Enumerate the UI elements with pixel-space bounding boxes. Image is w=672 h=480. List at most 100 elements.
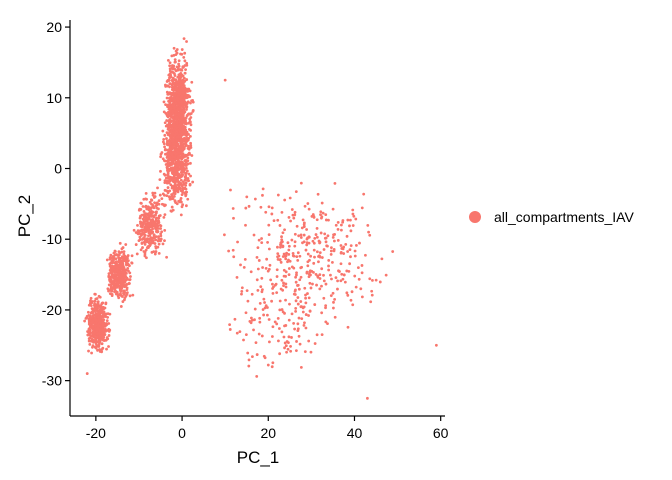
scatter-point bbox=[165, 167, 169, 170]
scatter-point bbox=[171, 66, 175, 70]
scatter-point bbox=[163, 228, 167, 232]
scatter-point bbox=[88, 325, 92, 329]
scatter-point bbox=[163, 179, 167, 183]
scatter-point bbox=[186, 153, 190, 157]
scatter-point bbox=[94, 345, 98, 349]
scatter-point bbox=[295, 273, 298, 277]
scatter-point bbox=[121, 257, 125, 260]
scatter-point bbox=[268, 263, 272, 267]
scatter-point bbox=[151, 191, 155, 195]
scatter-point bbox=[105, 347, 108, 351]
scatter-point bbox=[149, 225, 153, 228]
scatter-point bbox=[162, 172, 166, 176]
scatter-point bbox=[164, 176, 168, 180]
scatter-point bbox=[90, 351, 93, 355]
scatter-point bbox=[255, 353, 259, 356]
scatter-point bbox=[255, 374, 259, 378]
scatter-point bbox=[248, 320, 252, 323]
scatter-point bbox=[187, 147, 191, 151]
scatter-point bbox=[185, 61, 189, 65]
scatter-point bbox=[107, 289, 110, 293]
scatter-point bbox=[294, 309, 298, 313]
scatter-point bbox=[94, 318, 98, 322]
scatter-point bbox=[180, 193, 184, 197]
scatter-point bbox=[278, 352, 282, 356]
scatter-point bbox=[156, 186, 159, 190]
scatter-point bbox=[371, 279, 374, 282]
scatter-point bbox=[159, 227, 163, 230]
scatter-point bbox=[141, 246, 144, 249]
scatter-point bbox=[260, 241, 264, 245]
scatter-point bbox=[262, 313, 266, 317]
scatter-point bbox=[170, 96, 174, 100]
scatter-point bbox=[172, 82, 176, 85]
scatter-point bbox=[89, 334, 93, 337]
scatter-point bbox=[313, 303, 317, 306]
scatter-point bbox=[276, 218, 280, 222]
scatter-point bbox=[115, 292, 119, 295]
scatter-point bbox=[159, 155, 163, 159]
scatter-point bbox=[370, 289, 374, 293]
scatter-point bbox=[109, 288, 112, 291]
scatter-point bbox=[167, 195, 171, 198]
scatter-point bbox=[186, 156, 190, 160]
scatter-point bbox=[171, 139, 175, 143]
scatter-point bbox=[346, 293, 350, 297]
scatter-point bbox=[123, 278, 126, 282]
scatter-point bbox=[307, 235, 311, 239]
y-tick-label: 20 bbox=[46, 19, 62, 35]
scatter-point bbox=[159, 234, 163, 238]
scatter-point bbox=[343, 280, 347, 284]
scatter-point bbox=[92, 307, 96, 311]
scatter-point bbox=[141, 205, 145, 208]
scatter-point bbox=[177, 113, 181, 116]
scatter-point bbox=[142, 250, 146, 253]
scatter-point bbox=[316, 192, 320, 196]
scatter-point bbox=[317, 260, 320, 264]
scatter-point bbox=[293, 240, 297, 244]
scatter-point bbox=[97, 345, 101, 348]
scatter-point bbox=[314, 233, 318, 236]
scatter-point bbox=[151, 221, 155, 225]
scatter-point bbox=[131, 293, 135, 297]
scatter-point bbox=[85, 314, 89, 318]
scatter-point bbox=[119, 292, 122, 295]
scatter-point bbox=[271, 335, 274, 338]
scatter-point bbox=[267, 223, 271, 227]
scatter-point bbox=[261, 266, 264, 269]
scatter-point bbox=[151, 203, 155, 207]
scatter-point bbox=[250, 318, 254, 322]
scatter-point bbox=[153, 201, 156, 205]
scatter-point bbox=[146, 205, 150, 209]
scatter-point bbox=[173, 172, 177, 176]
scatter-point bbox=[130, 254, 134, 258]
scatter-point bbox=[173, 74, 177, 77]
scatter-point bbox=[187, 172, 191, 176]
scatter-point bbox=[262, 354, 266, 358]
scatter-point bbox=[272, 285, 275, 289]
scatter-point bbox=[144, 224, 148, 228]
scatter-point bbox=[320, 256, 324, 259]
scatter-point bbox=[307, 207, 311, 211]
scatter-point bbox=[252, 233, 256, 237]
scatter-point bbox=[157, 199, 161, 203]
scatter-point bbox=[93, 299, 97, 303]
scatter-point bbox=[187, 87, 191, 91]
scatter-point bbox=[115, 269, 119, 272]
scatter-point bbox=[166, 133, 170, 137]
scatter-point bbox=[191, 180, 195, 184]
scatter-point bbox=[101, 306, 105, 309]
scatter-point bbox=[146, 223, 150, 227]
scatter-point bbox=[96, 302, 100, 305]
scatter-point bbox=[168, 146, 172, 150]
scatter-point bbox=[154, 235, 158, 238]
scatter-point bbox=[278, 299, 282, 303]
scatter-point bbox=[189, 135, 192, 138]
scatter-point bbox=[92, 304, 96, 307]
scatter-point bbox=[323, 232, 327, 236]
scatter-point bbox=[174, 201, 178, 205]
scatter-point bbox=[232, 216, 235, 220]
scatter-point bbox=[173, 97, 176, 101]
scatter-point bbox=[275, 291, 279, 295]
scatter-point bbox=[344, 242, 348, 246]
